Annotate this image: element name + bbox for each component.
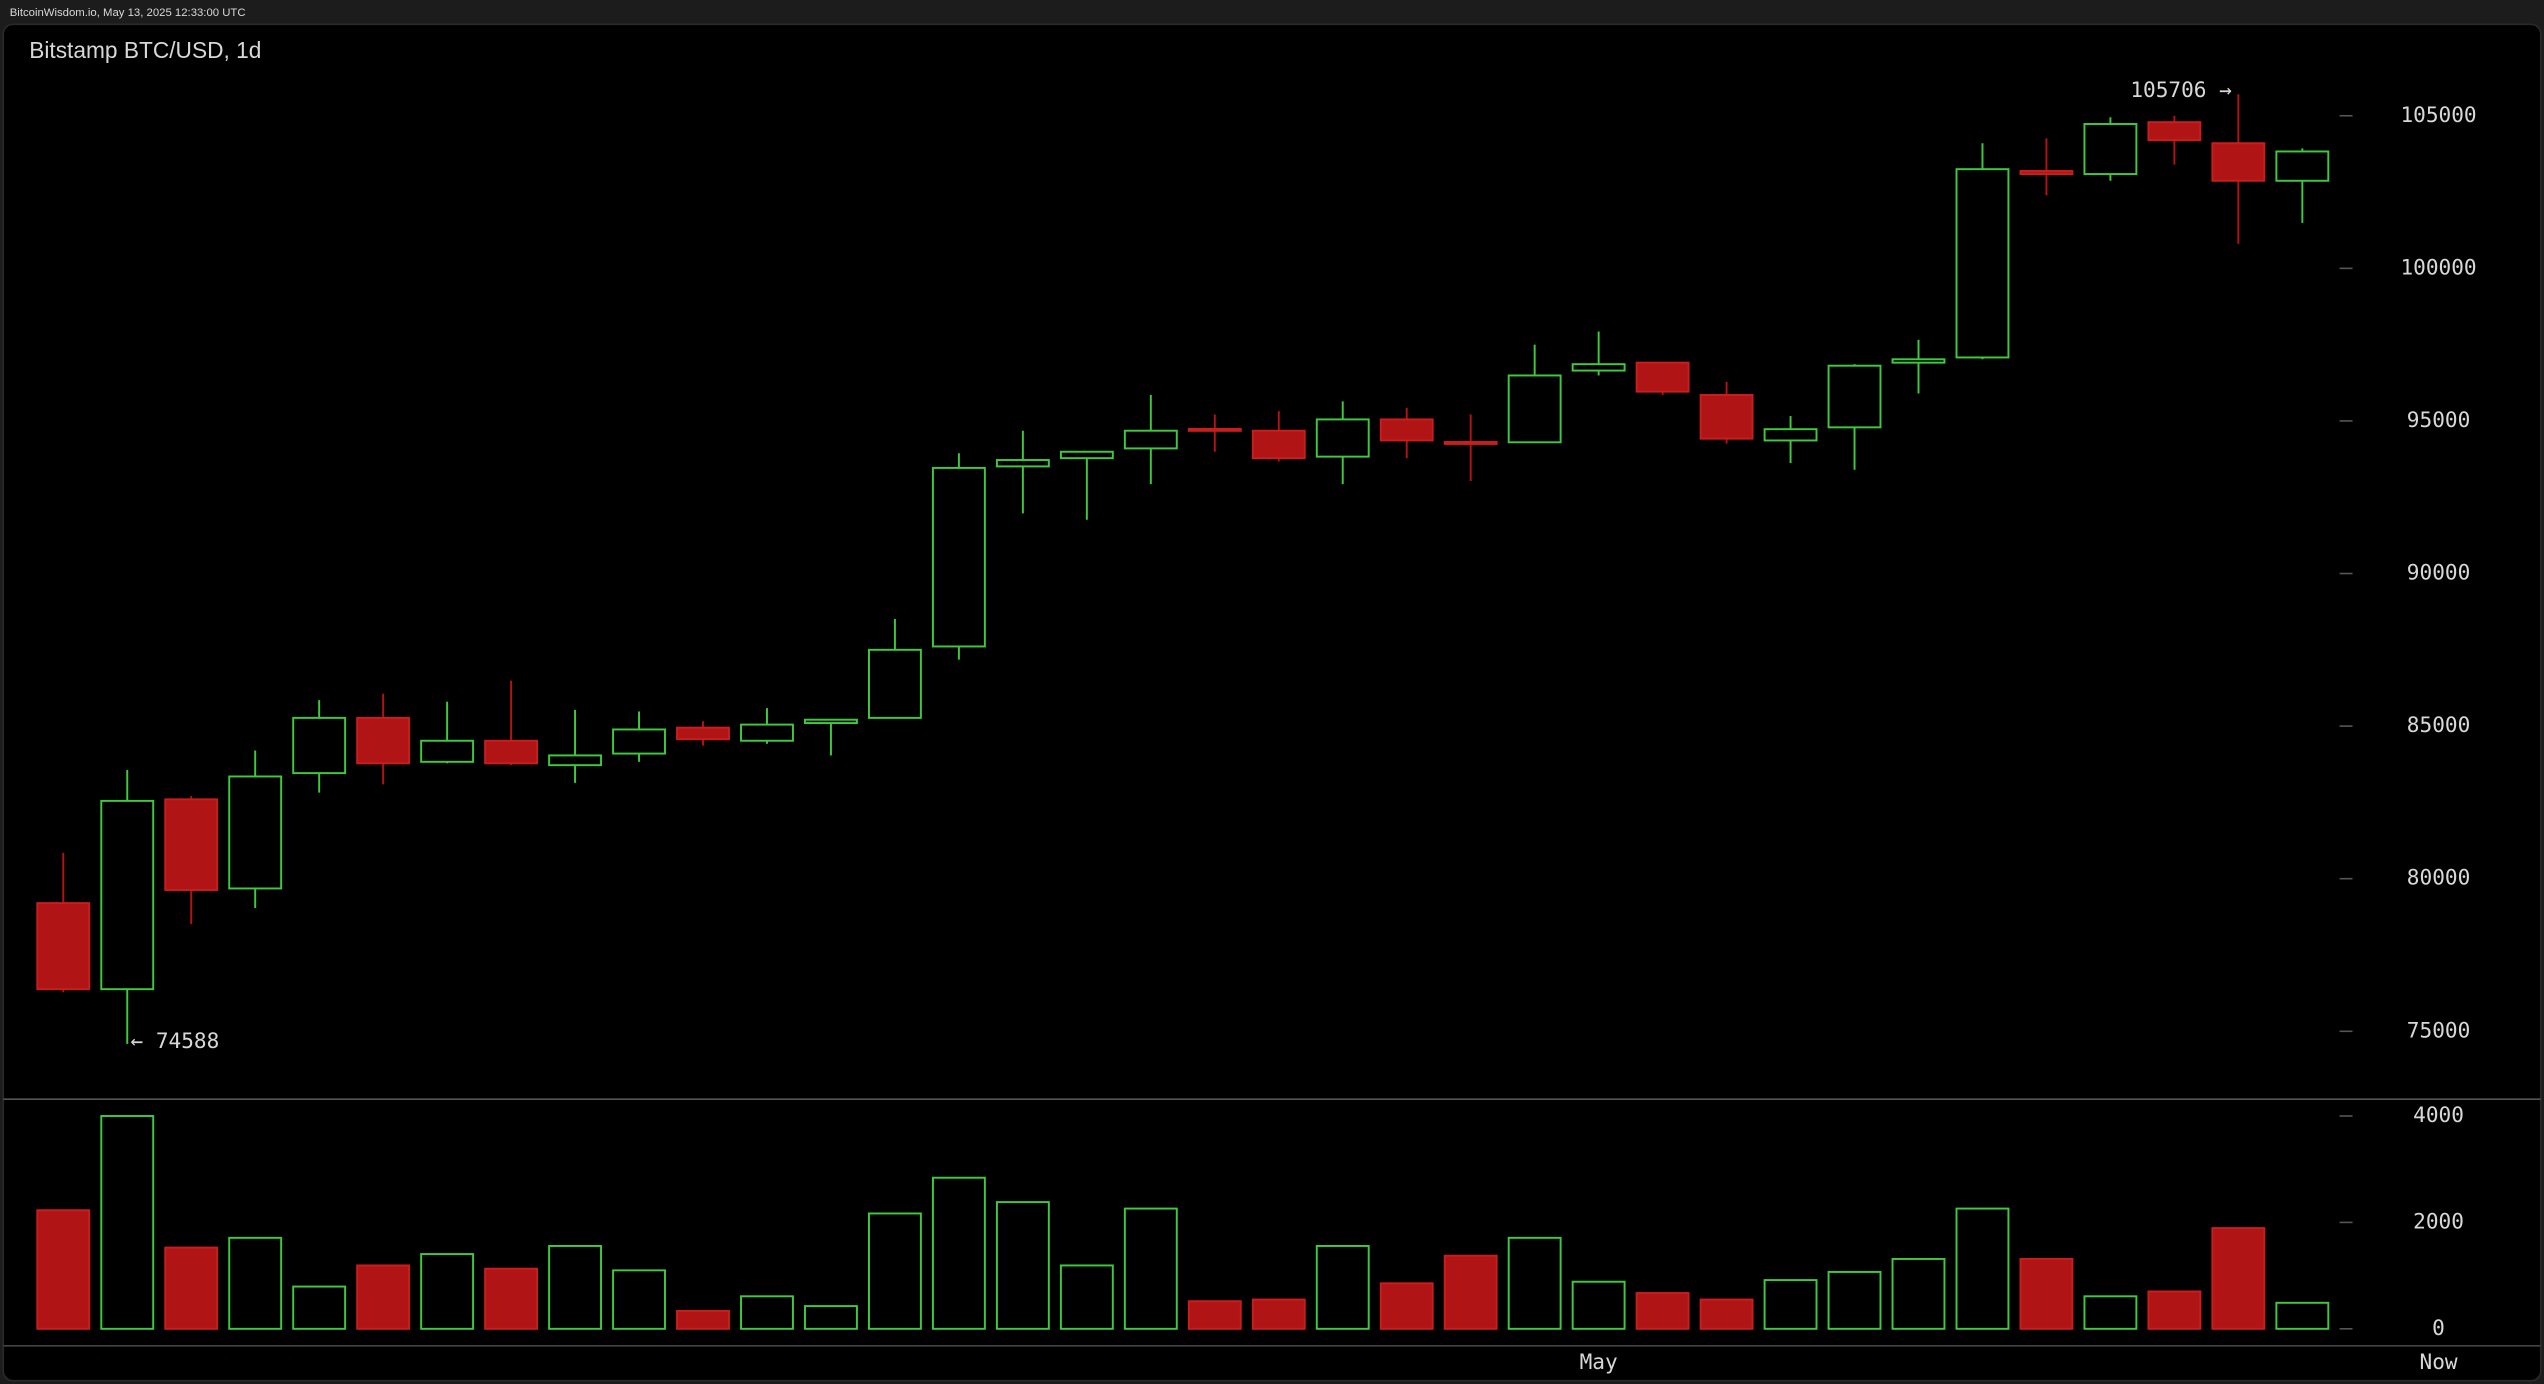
candle-body bbox=[2019, 170, 2074, 176]
candle-body bbox=[2147, 121, 2202, 142]
volume-bar bbox=[1443, 1254, 1498, 1330]
volume-bar bbox=[612, 1269, 666, 1330]
volume-bar bbox=[2019, 1257, 2074, 1330]
candle-body bbox=[1891, 358, 1946, 364]
y-tick-label: 85000 bbox=[2407, 712, 2470, 737]
volume-bar bbox=[1507, 1236, 1562, 1330]
now-label: Now bbox=[2420, 1349, 2458, 1374]
candle-body bbox=[484, 739, 539, 765]
y-tick-label: 90000 bbox=[2407, 560, 2470, 585]
low-annotation: ← 74588 bbox=[130, 1028, 219, 1053]
candle-body bbox=[1059, 450, 1114, 460]
y-tick-label: 0 bbox=[2432, 1315, 2445, 1340]
candle-body bbox=[931, 466, 986, 648]
candle-body bbox=[164, 798, 219, 891]
candle-body bbox=[676, 726, 730, 741]
volume-bar bbox=[995, 1201, 1050, 1330]
volume-bar bbox=[931, 1176, 986, 1330]
volume-bar bbox=[100, 1115, 155, 1330]
volume-bar bbox=[1059, 1264, 1114, 1330]
candle-body bbox=[1571, 363, 1626, 372]
volume-bar bbox=[1827, 1270, 1882, 1330]
volume-bar bbox=[1763, 1279, 1818, 1330]
candle-body bbox=[1763, 428, 1818, 442]
candle-body bbox=[2083, 123, 2138, 176]
candle-body bbox=[228, 775, 283, 890]
candle-body bbox=[1699, 394, 1754, 440]
candle-body bbox=[1507, 374, 1562, 444]
volume-bar bbox=[2211, 1227, 2266, 1330]
volume-bar bbox=[1123, 1207, 1178, 1330]
volume-bar bbox=[2083, 1295, 2138, 1330]
candle-body bbox=[100, 799, 155, 991]
candle-body bbox=[1123, 429, 1178, 450]
volume-bar bbox=[1955, 1207, 2010, 1330]
candle-body bbox=[1379, 418, 1434, 442]
candle-body bbox=[420, 739, 475, 763]
candle-body bbox=[1251, 429, 1306, 460]
candle-body bbox=[804, 718, 858, 725]
high-annotation: 105706 → bbox=[2130, 77, 2232, 102]
header-source: BitcoinWisdom.io, May 13, 2025 12:33:00 … bbox=[10, 7, 246, 19]
y-tick-label: 75000 bbox=[2407, 1017, 2470, 1042]
volume-bar bbox=[804, 1305, 858, 1330]
y-tick-label: 2000 bbox=[2413, 1208, 2464, 1233]
chart-title: Bitstamp BTC/USD, 1d bbox=[29, 37, 261, 63]
candle-body bbox=[995, 459, 1050, 468]
volume-bar bbox=[420, 1253, 475, 1330]
y-tick-label: 100000 bbox=[2400, 254, 2476, 279]
volume-bar bbox=[1315, 1245, 1370, 1330]
volume-bar bbox=[676, 1309, 730, 1330]
volume-bar bbox=[867, 1212, 922, 1330]
candle-body bbox=[1635, 361, 1690, 393]
candle-body bbox=[1187, 427, 1242, 432]
volume-bar bbox=[292, 1285, 347, 1330]
candle-body bbox=[36, 902, 91, 991]
volume-bar bbox=[1699, 1298, 1754, 1330]
volume-bar bbox=[1187, 1300, 1242, 1330]
volume-bar bbox=[1379, 1282, 1434, 1330]
volume-bar bbox=[2275, 1301, 2330, 1330]
candle-body bbox=[867, 648, 922, 719]
candle-body bbox=[2275, 150, 2330, 182]
candle-body bbox=[1443, 441, 1498, 445]
candle-body bbox=[1315, 418, 1370, 458]
volume-bar bbox=[740, 1295, 794, 1330]
volume-bar bbox=[1251, 1298, 1306, 1330]
y-tick-label: 4000 bbox=[2413, 1102, 2464, 1127]
volume-bar bbox=[484, 1267, 539, 1330]
volume-bar bbox=[2147, 1290, 2202, 1330]
candle-body bbox=[356, 716, 411, 765]
x-tick-label: May bbox=[1580, 1349, 1618, 1374]
y-tick-label: 95000 bbox=[2407, 407, 2470, 432]
volume-bar bbox=[548, 1245, 602, 1330]
volume-bar bbox=[356, 1264, 411, 1330]
volume-bar bbox=[228, 1236, 283, 1330]
candle-body bbox=[612, 728, 666, 755]
candle-body bbox=[1827, 364, 1882, 429]
candle-body bbox=[740, 723, 794, 742]
candle-body bbox=[1955, 168, 2010, 359]
volume-bar bbox=[1891, 1257, 1946, 1330]
y-tick-label: 105000 bbox=[2400, 102, 2476, 127]
volume-bar bbox=[1635, 1292, 1690, 1330]
candle-body bbox=[292, 716, 347, 775]
candle-body bbox=[2211, 142, 2266, 182]
y-tick-label: 80000 bbox=[2407, 865, 2470, 890]
volume-bar bbox=[1571, 1280, 1626, 1330]
candle-body bbox=[548, 754, 602, 767]
volume-bar bbox=[36, 1209, 91, 1330]
volume-bar bbox=[164, 1246, 219, 1330]
